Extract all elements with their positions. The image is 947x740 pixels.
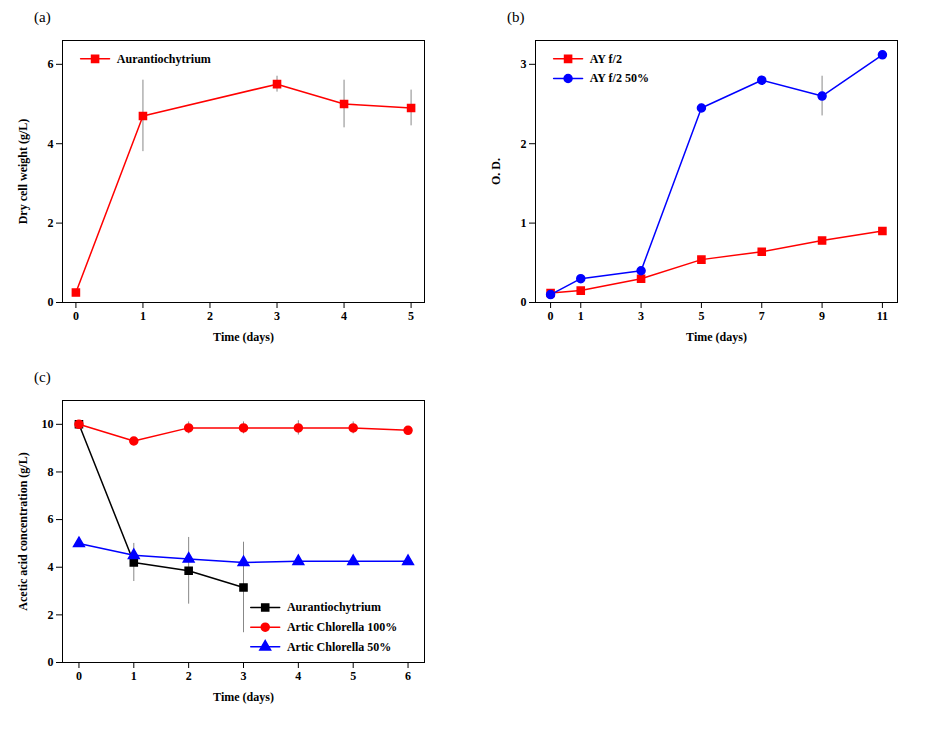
svg-text:Time (days): Time (days) bbox=[213, 690, 274, 704]
svg-text:Aurantiochytrium: Aurantiochytrium bbox=[117, 52, 211, 66]
svg-text:4: 4 bbox=[341, 309, 347, 323]
svg-text:1: 1 bbox=[131, 669, 137, 683]
svg-text:0: 0 bbox=[73, 309, 79, 323]
svg-text:5: 5 bbox=[350, 669, 356, 683]
svg-text:3: 3 bbox=[638, 309, 644, 323]
svg-text:0: 0 bbox=[48, 295, 54, 309]
svg-text:7: 7 bbox=[759, 309, 765, 323]
svg-text:11: 11 bbox=[877, 309, 888, 323]
svg-text:Time (days): Time (days) bbox=[213, 330, 274, 344]
svg-text:6: 6 bbox=[48, 512, 54, 526]
svg-text:Time (days): Time (days) bbox=[686, 330, 747, 344]
svg-text:Artic Chlorella 100%: Artic Chlorella 100% bbox=[287, 620, 397, 634]
svg-text:0: 0 bbox=[521, 295, 527, 309]
svg-text:1: 1 bbox=[578, 309, 584, 323]
html-text:(c): (c) bbox=[34, 369, 51, 385]
svg-text:5: 5 bbox=[408, 309, 414, 323]
svg-text:4: 4 bbox=[48, 560, 54, 574]
svg-text:3: 3 bbox=[521, 57, 527, 71]
svg-text:AY f/2: AY f/2 bbox=[590, 52, 622, 66]
html-text:(a): (a) bbox=[34, 9, 51, 25]
svg-text:2: 2 bbox=[521, 137, 527, 151]
svg-text:1: 1 bbox=[521, 216, 527, 230]
svg-text:0: 0 bbox=[548, 309, 554, 323]
svg-text:2: 2 bbox=[48, 608, 54, 622]
svg-text:4: 4 bbox=[48, 137, 54, 151]
svg-text:2: 2 bbox=[186, 669, 192, 683]
svg-text:10: 10 bbox=[42, 417, 54, 431]
svg-text:3: 3 bbox=[274, 309, 280, 323]
svg-text:Aurantiochytrium: Aurantiochytrium bbox=[287, 600, 381, 614]
svg-text:0: 0 bbox=[48, 655, 54, 669]
svg-text:2: 2 bbox=[48, 216, 54, 230]
svg-text:Dry cell weight (g/L): Dry cell weight (g/L) bbox=[16, 119, 30, 225]
svg-text:Acetic acid concentration (g/L: Acetic acid concentration (g/L) bbox=[16, 452, 30, 610]
svg-text:5: 5 bbox=[698, 309, 704, 323]
svg-text:8: 8 bbox=[48, 465, 54, 479]
svg-text:4: 4 bbox=[295, 669, 301, 683]
svg-text:Artic Chlorella 50%: Artic Chlorella 50% bbox=[287, 640, 391, 654]
svg-text:6: 6 bbox=[405, 669, 411, 683]
svg-text:AY f/2 50%: AY f/2 50% bbox=[590, 71, 649, 85]
svg-text:O. D.: O. D. bbox=[489, 158, 503, 185]
svg-text:0: 0 bbox=[76, 669, 82, 683]
svg-text:2: 2 bbox=[207, 309, 213, 323]
svg-text:9: 9 bbox=[819, 309, 825, 323]
svg-text:6: 6 bbox=[48, 57, 54, 71]
svg-text:3: 3 bbox=[241, 669, 247, 683]
svg-text:1: 1 bbox=[140, 309, 146, 323]
html-text:(b): (b) bbox=[507, 9, 525, 25]
